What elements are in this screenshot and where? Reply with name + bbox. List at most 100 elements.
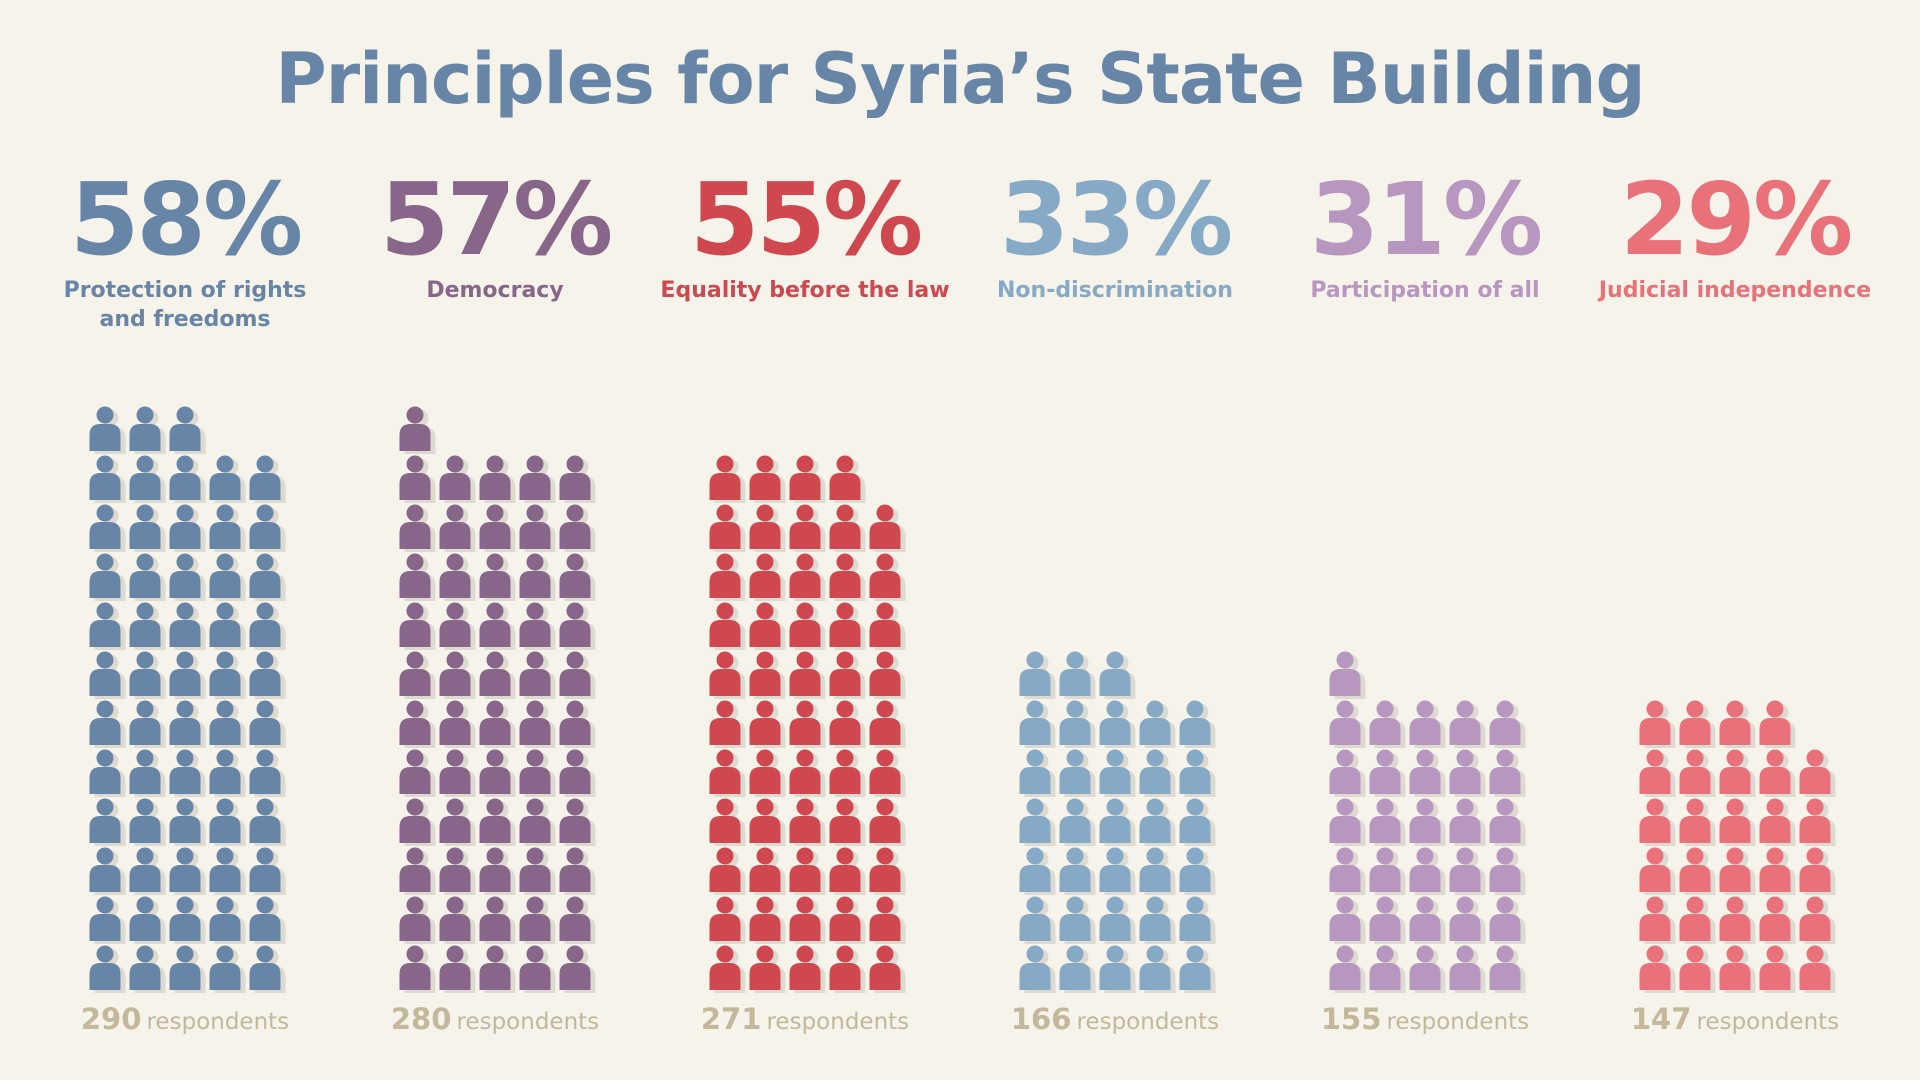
person-icon (1799, 896, 1836, 944)
person-icon-grid (89, 406, 286, 993)
percent-label: 31% (1309, 161, 1543, 278)
respondents-label: 271 respondents (650, 1002, 960, 1036)
person-icon (1719, 749, 1756, 797)
person-icon (89, 700, 126, 748)
person-icon (249, 896, 286, 944)
person-icon (829, 749, 866, 797)
person-icon (1639, 896, 1676, 944)
person-icon (559, 651, 596, 699)
person-icon (439, 700, 476, 748)
person-icon (519, 504, 556, 552)
person-icon (1799, 945, 1836, 993)
person-icon (519, 700, 556, 748)
person-icon (129, 553, 166, 601)
person-icon (1059, 896, 1096, 944)
person-icon (169, 406, 206, 454)
person-icon (789, 847, 826, 895)
person-icon (1489, 798, 1526, 846)
person-icon (789, 602, 826, 650)
person-icon (169, 651, 206, 699)
category-label: Democracy (426, 278, 564, 303)
person-icon (249, 553, 286, 601)
person-icon (869, 700, 906, 748)
person-icon (249, 651, 286, 699)
respondents-word: respondents (456, 1009, 600, 1035)
person-icon (1449, 798, 1486, 846)
person-icon (1059, 798, 1096, 846)
person-icon (1099, 700, 1136, 748)
person-icon (479, 700, 516, 748)
person-icon (129, 945, 166, 993)
person-icon (1019, 651, 1056, 699)
person-icon (209, 651, 246, 699)
person-icon (1489, 896, 1526, 944)
person-icon (1409, 847, 1446, 895)
person-icon (1019, 945, 1056, 993)
person-icon (1059, 700, 1096, 748)
respondents-count: 290 (80, 1002, 142, 1036)
person-icon (169, 798, 206, 846)
respondents-word: respondents (146, 1009, 290, 1035)
person-icon (559, 602, 596, 650)
person-icon (249, 798, 286, 846)
person-icon (869, 798, 906, 846)
person-icon (1759, 847, 1796, 895)
person-icon (829, 847, 866, 895)
person-icon (129, 504, 166, 552)
person-icon (249, 749, 286, 797)
respondents-label: 166 respondents (960, 1002, 1270, 1036)
person-icon (789, 798, 826, 846)
person-icon (249, 700, 286, 748)
person-icon (1719, 847, 1756, 895)
person-icon (1139, 749, 1176, 797)
person-icon (89, 553, 126, 601)
respondents-word: respondents (766, 1009, 910, 1035)
person-icon (749, 553, 786, 601)
person-icon (709, 504, 746, 552)
column-judicial-independence: 29% Judicial independence 147 respondents (1580, 0, 1890, 1080)
person-icon (1719, 896, 1756, 944)
person-icon (709, 847, 746, 895)
person-icon (1099, 945, 1136, 993)
person-icon (749, 455, 786, 503)
person-icon (1679, 847, 1716, 895)
person-icon (519, 945, 556, 993)
person-icon (209, 847, 246, 895)
percent-label: 55% (689, 161, 923, 278)
person-icon (869, 945, 906, 993)
person-icon (479, 798, 516, 846)
person-icon (709, 651, 746, 699)
person-icon (479, 651, 516, 699)
person-icon (129, 749, 166, 797)
respondents-label: 147 respondents (1580, 1002, 1890, 1036)
person-icon (1759, 700, 1796, 748)
person-icon (559, 945, 596, 993)
person-icon (479, 504, 516, 552)
person-icon (749, 504, 786, 552)
person-icon (1679, 896, 1716, 944)
person-icon (1329, 847, 1366, 895)
person-icon (129, 455, 166, 503)
person-icon (129, 602, 166, 650)
person-icon (1019, 798, 1056, 846)
person-icon (399, 602, 436, 650)
percent-label: 33% (999, 161, 1233, 278)
person-icon (519, 455, 556, 503)
person-icon (439, 896, 476, 944)
person-icon (129, 406, 166, 454)
person-icon (829, 651, 866, 699)
person-icon (1019, 700, 1056, 748)
person-icon (1759, 945, 1796, 993)
person-icon (479, 553, 516, 601)
respondents-label: 290 respondents (30, 1002, 340, 1036)
person-icon (1799, 749, 1836, 797)
respondents-word: respondents (1386, 1009, 1530, 1035)
person-icon (1489, 847, 1526, 895)
person-icon (129, 700, 166, 748)
person-icon (1639, 847, 1676, 895)
column-protection-of-rights-and-freedoms: 58% Protection of rights and freedoms 290 … (30, 0, 340, 1080)
person-icon (399, 896, 436, 944)
person-icon (89, 847, 126, 895)
person-icon (129, 798, 166, 846)
person-icon (1719, 945, 1756, 993)
